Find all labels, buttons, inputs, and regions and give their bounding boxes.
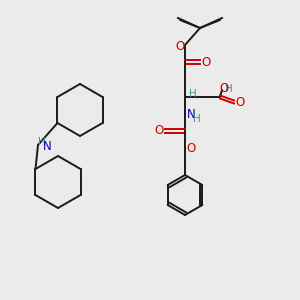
Text: N: N xyxy=(43,140,51,154)
Text: H: H xyxy=(38,137,46,147)
Text: O: O xyxy=(186,142,196,154)
Text: O: O xyxy=(176,40,184,53)
Text: O: O xyxy=(236,95,244,109)
Text: O: O xyxy=(201,56,211,68)
Text: N: N xyxy=(187,107,195,121)
Text: H: H xyxy=(225,84,233,94)
Text: O: O xyxy=(219,82,229,95)
Text: H: H xyxy=(193,114,201,124)
Text: O: O xyxy=(154,124,164,137)
Text: H: H xyxy=(189,89,197,99)
